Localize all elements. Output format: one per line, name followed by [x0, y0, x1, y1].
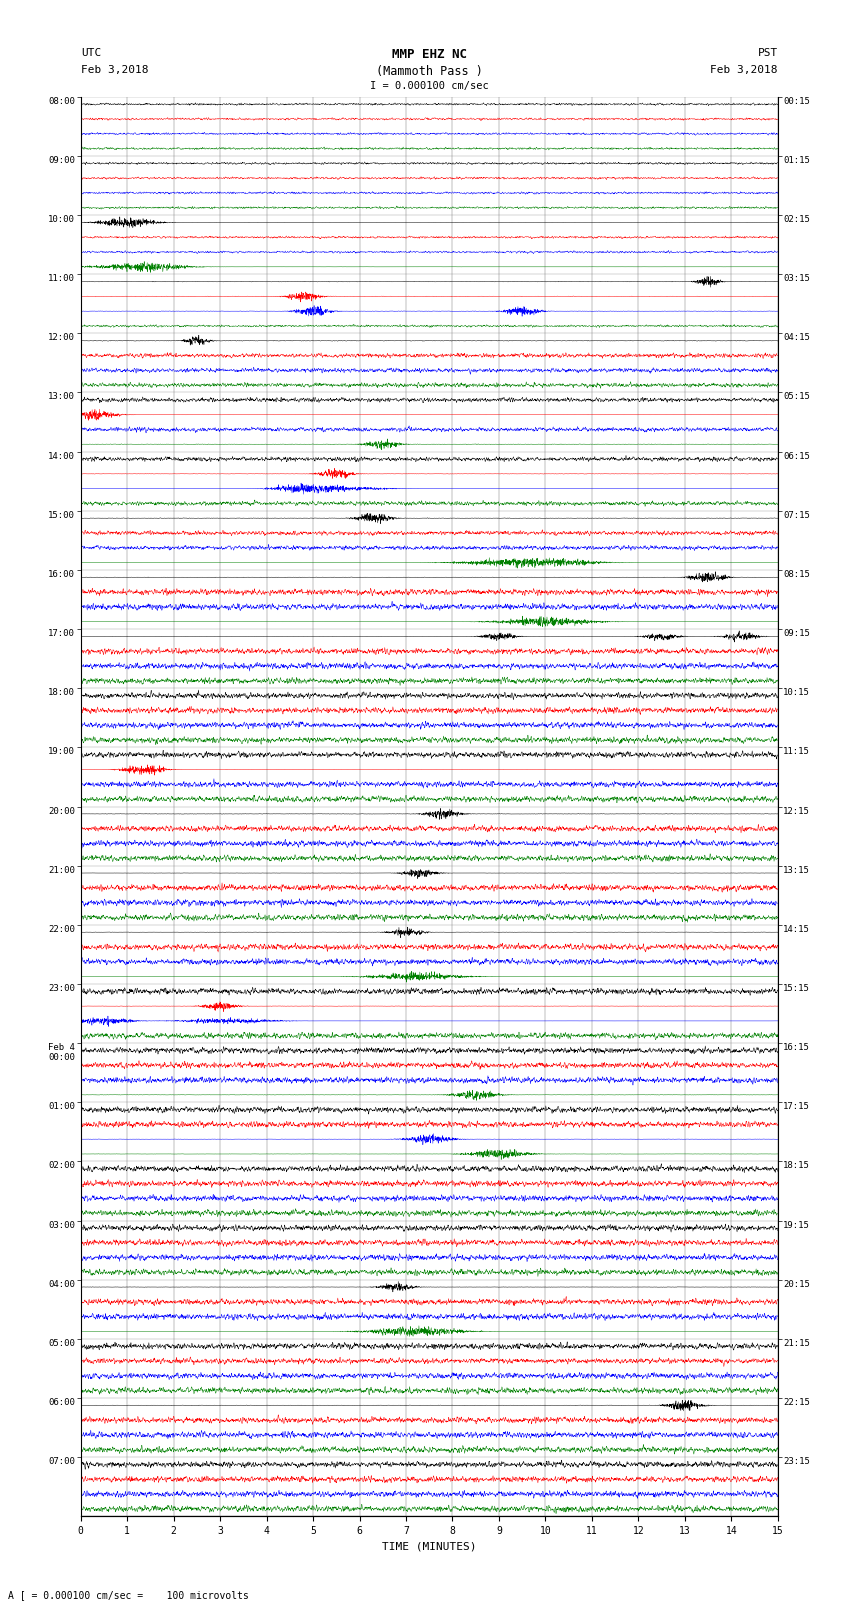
Text: MMP EHZ NC: MMP EHZ NC	[392, 48, 467, 61]
Text: Feb 3,2018: Feb 3,2018	[81, 65, 148, 74]
Text: (Mammoth Pass ): (Mammoth Pass )	[376, 65, 483, 77]
Text: Feb 3,2018: Feb 3,2018	[711, 65, 778, 74]
X-axis label: TIME (MINUTES): TIME (MINUTES)	[382, 1542, 477, 1552]
Text: UTC: UTC	[81, 48, 101, 58]
Text: A [ = 0.000100 cm/sec =    100 microvolts: A [ = 0.000100 cm/sec = 100 microvolts	[8, 1590, 249, 1600]
Text: I = 0.000100 cm/sec: I = 0.000100 cm/sec	[370, 81, 489, 90]
Text: PST: PST	[757, 48, 778, 58]
